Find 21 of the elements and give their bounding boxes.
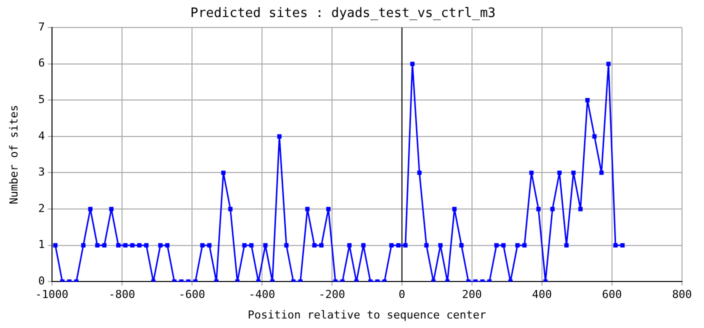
x-tick-label: -400 <box>248 288 276 302</box>
x-axis-title: Position relative to sequence center <box>248 308 486 322</box>
y-tick-label: 4 <box>38 129 46 142</box>
x-tick-label: -600 <box>178 288 206 302</box>
x-tick-label: 400 <box>532 288 552 302</box>
x-tick-label: 0 <box>398 288 406 302</box>
x-tick-label: 800 <box>672 288 692 302</box>
y-tick-label: 3 <box>38 166 45 179</box>
y-axis-title: Number of sites <box>7 104 20 204</box>
chart-title: Predicted sites : dyads_test_vs_ctrl_m3 <box>190 6 496 22</box>
y-tick-label: 6 <box>38 56 45 70</box>
x-tick-label: 200 <box>462 288 482 302</box>
y-tick-label: 0 <box>38 274 45 288</box>
x-tick-label: -200 <box>318 288 346 302</box>
x-tick-label: -1000 <box>35 288 68 302</box>
y-tick-label: 7 <box>38 20 45 34</box>
y-tick-label: 5 <box>38 93 45 106</box>
x-tick-label: -800 <box>108 288 136 302</box>
y-tick-label: 2 <box>38 202 45 215</box>
x-tick-label: 600 <box>602 288 622 302</box>
y-tick-label: 1 <box>38 238 45 252</box>
